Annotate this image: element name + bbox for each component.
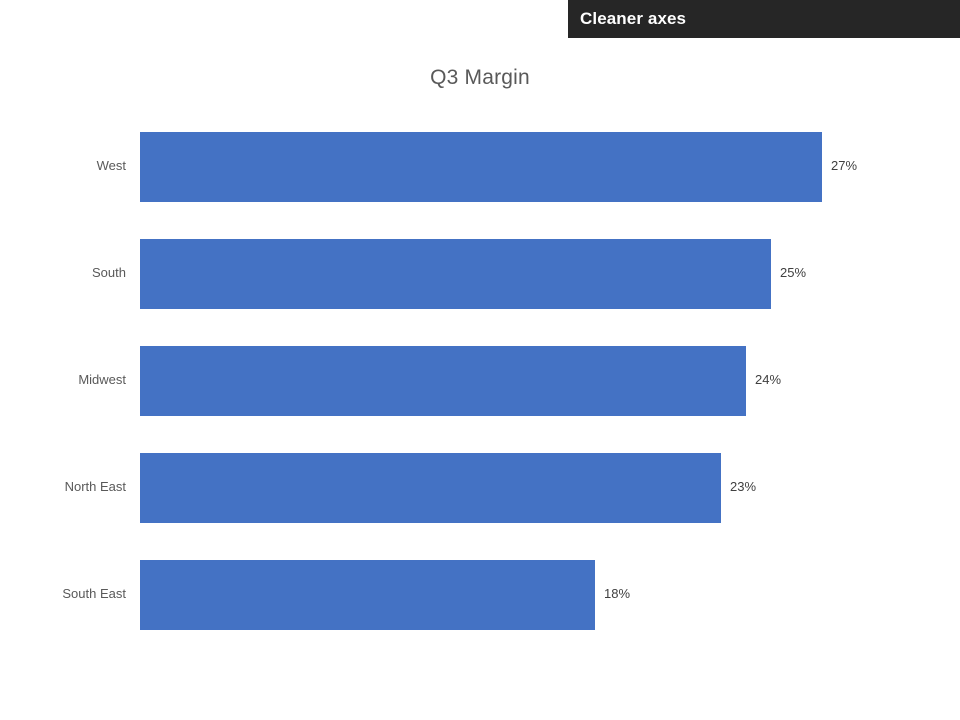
bar-north-east[interactable] <box>140 453 721 523</box>
chart-title-text: Q3 Margin <box>430 66 530 89</box>
category-label-midwest: Midwest <box>78 372 126 387</box>
chart-title: Q3 Margin <box>0 66 960 90</box>
category-label-north-east: North East <box>64 479 126 494</box>
value-label-west: 27% <box>831 158 858 173</box>
value-label-south-east: 18% <box>604 586 631 601</box>
bar-midwest[interactable] <box>140 346 746 416</box>
category-label-west: West <box>96 158 126 173</box>
bar-south[interactable] <box>140 239 771 309</box>
value-label-south: 25% <box>780 265 807 280</box>
value-label-midwest: 24% <box>755 372 782 387</box>
bar-west[interactable] <box>140 132 822 202</box>
value-label-north-east: 23% <box>730 479 757 494</box>
slide-banner: Cleaner axes <box>568 0 960 38</box>
slide-banner-label: Cleaner axes <box>580 9 687 28</box>
category-label-south: South <box>92 265 126 280</box>
bar-south-east[interactable] <box>140 560 595 630</box>
category-label-south-east: South East <box>62 586 126 601</box>
